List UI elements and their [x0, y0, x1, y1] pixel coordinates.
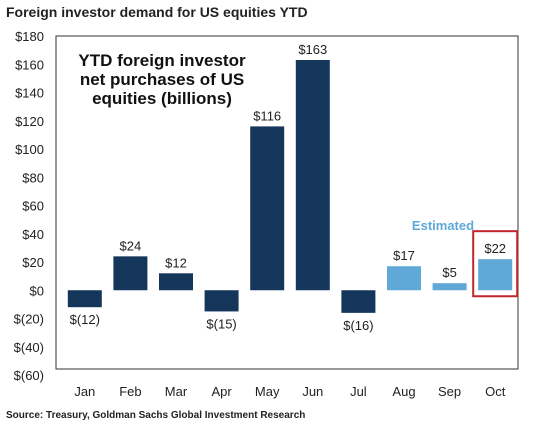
y-tick-label: $(60)	[14, 368, 44, 383]
annotation-line-2: net purchases of US	[80, 70, 244, 89]
y-tick-label: $60	[22, 199, 44, 214]
x-tick-label: Apr	[211, 384, 232, 399]
bar	[67, 290, 102, 308]
x-tick-label: May	[255, 384, 280, 399]
x-tick-label: Feb	[119, 384, 141, 399]
data-label: $(15)	[206, 316, 236, 331]
x-tick-label: Mar	[165, 384, 188, 399]
x-tick-label: Sep	[438, 384, 461, 399]
y-tick-label: $(40)	[14, 340, 44, 355]
y-tick-label: $0	[30, 283, 44, 298]
bar	[113, 256, 148, 291]
bar	[341, 290, 376, 313]
y-tick-label: $100	[15, 142, 44, 157]
x-tick-label: Jun	[302, 384, 323, 399]
y-tick-label: $160	[15, 57, 44, 72]
bars	[67, 60, 513, 313]
data-label: $163	[298, 42, 327, 57]
plot-frame	[55, 35, 519, 370]
source-note: Source: Treasury, Goldman Sachs Global I…	[6, 410, 306, 421]
data-label: $24	[120, 238, 142, 253]
x-tick-label: Jul	[350, 384, 367, 399]
bar	[159, 273, 193, 291]
data-label: $22	[484, 241, 506, 256]
x-tick-label: Jan	[74, 384, 95, 399]
y-tick-label: $(20)	[14, 312, 44, 327]
y-tick-label: $180	[15, 29, 44, 44]
x-tick-label: Aug	[392, 384, 415, 399]
data-label: $(16)	[343, 318, 373, 333]
bar	[295, 60, 330, 291]
annotation-line-1: YTD foreign investor	[78, 51, 246, 70]
y-tick-label: $20	[22, 255, 44, 270]
data-label: $17	[393, 248, 415, 263]
chart-title: Foreign investor demand for US equities …	[6, 4, 308, 20]
y-tick-label: $40	[22, 227, 44, 242]
estimated-label: Estimated	[412, 218, 474, 233]
data-label: $5	[442, 265, 456, 280]
data-label: $116	[253, 108, 281, 123]
bar	[250, 126, 285, 291]
data-label: $12	[165, 255, 187, 270]
y-tick-label: $80	[22, 170, 44, 185]
bar	[478, 259, 513, 291]
x-tick-label: Oct	[485, 384, 506, 399]
y-tick-label: $120	[15, 114, 44, 129]
data-labels: $(12) $24 $12 $(15) $116 $163 $(16) $17 $5 $22	[70, 42, 506, 333]
y-axis-ticks: $180 $160 $140 $120 $100 $80 $60 $40 $20 $0 $(20) $…	[14, 29, 44, 383]
annotation-line-3: equities (billions)	[92, 89, 232, 108]
estimate-highlight-box	[472, 230, 519, 298]
bar	[432, 283, 467, 291]
bar	[387, 266, 421, 291]
y-tick-label: $140	[15, 86, 44, 101]
data-label: $(12)	[70, 312, 100, 327]
x-axis-ticks: Jan Feb Mar Apr May Jun Jul Aug Sep Oct	[74, 384, 505, 399]
bar	[204, 290, 239, 312]
